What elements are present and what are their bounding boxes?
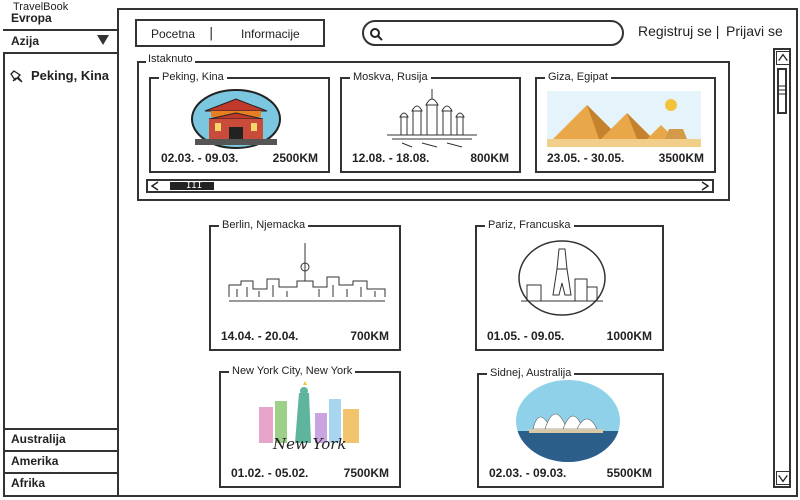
featured-card-giza[interactable]: Giza, Egipat 23.05. - 30.05. 3500KM — [535, 71, 716, 173]
berlin-skyline-illustration-icon — [228, 243, 386, 302]
new-york-illustration-icon — [259, 381, 359, 443]
temple-illustration-icon — [191, 89, 281, 149]
sidebar-item-label: Afrika — [11, 476, 46, 490]
search-input[interactable] — [362, 20, 624, 46]
sidebar-item-label: Amerika — [11, 454, 59, 468]
card-distance: 5500KM — [606, 466, 652, 480]
card-distance: 3500KM — [658, 151, 704, 165]
trip-card-berlin[interactable]: Berlin, Njemacka 14.04. - 20.04. 700KM — [209, 219, 401, 351]
card-title: Giza, Egipat — [545, 71, 611, 83]
card-dates: 01.02. - 05.02. — [231, 466, 309, 480]
sidebar: Evropa Azija Peking, Kina Australija Ame… — [3, 8, 119, 497]
kremlin-illustration-icon — [387, 89, 477, 148]
trip-card-sidnej[interactable]: Sidnej, Australija 02.03. - 09.03. 5500K… — [477, 367, 664, 488]
card-title: Sidnej, Australija — [487, 367, 575, 379]
nav-home-link[interactable]: Pocetna — [151, 27, 196, 41]
card-dates: 02.03. - 09.03. — [161, 151, 239, 165]
card-dates: 12.08. - 18.08. — [352, 151, 430, 165]
sidebar-subitem-label: Peking, Kina — [31, 68, 110, 83]
chevron-down-icon — [97, 35, 109, 45]
sidebar-item-australija[interactable]: Australija — [3, 428, 117, 450]
card-distance: 800KM — [470, 151, 509, 165]
sydney-opera-illustration-icon — [516, 380, 620, 462]
login-link[interactable]: Prijavi se — [726, 23, 783, 39]
trip-card-new-york[interactable]: New York City, New York New York 01.02. … — [219, 365, 401, 488]
sidebar-item-label: Australija — [11, 432, 66, 446]
card-dates: 01.05. - 09.05. — [487, 329, 565, 343]
sidebar-item-amerika[interactable]: Amerika — [3, 450, 117, 472]
card-title: Moskva, Rusija — [350, 71, 431, 83]
grip-icon — [779, 85, 787, 95]
featured-label: Istaknuto — [146, 53, 195, 65]
card-distance: 700KM — [350, 329, 389, 343]
card-dates: 14.04. - 20.04. — [221, 329, 299, 343]
scrollbar-thumb-grip: III — [186, 181, 203, 191]
card-dates: 02.03. - 09.03. — [489, 466, 567, 480]
new-york-script-label: New York — [273, 435, 347, 453]
chevron-up-icon[interactable] — [776, 51, 790, 65]
register-link[interactable]: Registruj se | — [638, 23, 720, 39]
featured-card-moskva[interactable]: Moskva, Rusija 12.08. - 18.08. 800KM — [340, 71, 521, 173]
scrollbar-thumb[interactable] — [170, 182, 214, 190]
sidebar-item-label: Azija — [11, 34, 40, 48]
sidebar-item-evropa[interactable]: Evropa — [3, 8, 117, 31]
chevron-left-icon[interactable] — [149, 181, 161, 191]
paris-skyline-illustration-icon — [518, 240, 606, 316]
sidebar-item-azija[interactable]: Azija — [3, 31, 117, 54]
featured-section — [137, 61, 730, 201]
sidebar-item-label: Evropa — [11, 11, 52, 25]
featured-card-peking[interactable]: Peking, Kina 02.03. - 09.03. 2500KM — [149, 71, 330, 173]
featured-horizontal-scrollbar[interactable]: III — [146, 179, 714, 193]
pushpin-icon — [10, 69, 23, 83]
app-title: TravelBook — [10, 1, 72, 13]
scrollbar-thumb[interactable] — [777, 68, 787, 114]
card-distance: 7500KM — [343, 466, 389, 480]
pyramids-illustration-icon — [547, 91, 701, 147]
card-title: Berlin, Njemacka — [219, 219, 309, 231]
card-title: Peking, Kina — [159, 71, 227, 83]
window-border — [3, 8, 798, 497]
search-icon — [370, 28, 383, 41]
card-title: New York City, New York — [229, 365, 356, 377]
nav-info-link[interactable]: Informacije — [241, 27, 300, 41]
top-nav: Pocetna | Informacije — [135, 19, 325, 47]
chevron-right-icon[interactable] — [699, 181, 711, 191]
chevron-down-icon[interactable] — [776, 471, 790, 485]
card-title: Pariz, Francuska — [485, 219, 574, 231]
card-distance: 1000KM — [606, 329, 652, 343]
trip-card-pariz[interactable]: Pariz, Francuska 01.05. - 09.05. 1000KM — [475, 219, 664, 351]
sidebar-subitem-peking[interactable]: Peking, Kina — [9, 68, 109, 85]
card-distance: 2500KM — [272, 151, 318, 165]
nav-separator: | — [209, 26, 214, 41]
sidebar-item-afrika[interactable]: Afrika — [3, 472, 117, 494]
page-vertical-scrollbar[interactable] — [773, 48, 791, 488]
card-dates: 23.05. - 30.05. — [547, 151, 625, 165]
